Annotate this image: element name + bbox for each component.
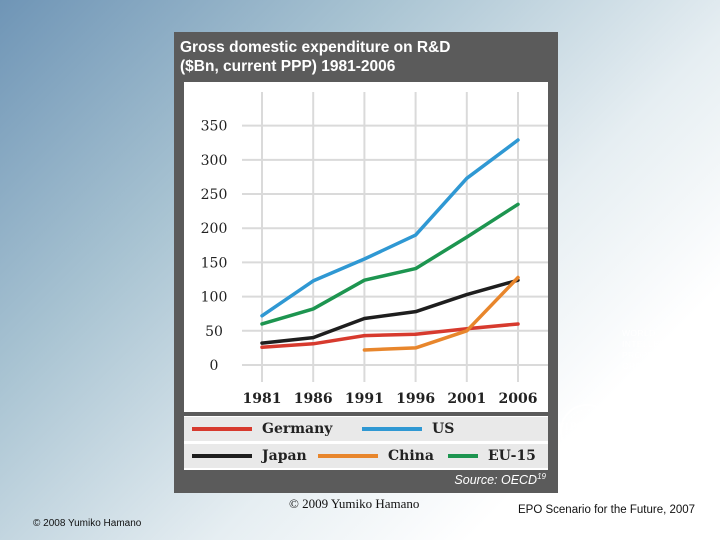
wipo-fr-line: Mondiale	[622, 415, 670, 425]
legend: Germany US Japan China EU-15	[184, 416, 548, 470]
x-tick-label: 1986	[294, 391, 333, 407]
wipo-es-line: Organización	[622, 462, 693, 472]
legend-item-japan: Japan	[192, 444, 307, 468]
wipo-fr-line: de la Propriété	[622, 426, 704, 436]
legend-label-germany: Germany	[262, 421, 333, 437]
y-tick-label: 100	[201, 290, 228, 306]
legend-label-eu15: EU-15	[488, 448, 536, 464]
legend-item-us: US	[362, 417, 454, 441]
wipo-en-line: Intellectual	[622, 339, 690, 349]
y-tick-label: 350	[201, 119, 228, 135]
source-ref: 19	[537, 472, 546, 481]
x-tick-label: 2006	[499, 391, 538, 407]
legend-label-china: China	[388, 448, 434, 464]
series-line-us	[260, 138, 520, 318]
legend-label-us: US	[432, 421, 455, 437]
plot-area: 350 300 250 200 150 100 50 0 1981 1986 1991 1996 20…	[184, 82, 548, 412]
legend-item-germany: Germany	[192, 417, 332, 441]
y-tick-label: 200	[201, 221, 228, 237]
wipo-logo-icon: WIPO OMPI	[558, 404, 616, 458]
x-tick-label: 1991	[345, 391, 384, 407]
legend-swatch-us	[362, 427, 422, 431]
wipo-logo-text: WIPO OMPI	[558, 422, 616, 433]
legend-item-eu15: EU-15	[448, 444, 536, 468]
y-tick-label: 50	[205, 324, 223, 340]
chart-title: Gross domestic expenditure on R&D ($Bn, …	[180, 38, 450, 76]
x-tick-label: 1981	[243, 391, 282, 407]
wipo-en-line: Property	[622, 350, 672, 360]
wipo-en-line: World	[622, 328, 656, 338]
series-line-china	[362, 275, 520, 352]
legend-label-japan: Japan	[262, 448, 307, 464]
x-axis-ticks: 1981 1986 1991 1996 2001 2006	[243, 391, 538, 407]
y-tick-label: 150	[201, 255, 228, 271]
wipo-fr-line: Intellectuelle	[622, 437, 701, 447]
legend-swatch-japan	[192, 454, 252, 458]
wipo-fr-line: Organisation	[622, 404, 692, 414]
legend-row: Germany US	[184, 417, 548, 441]
wipo-divider	[622, 398, 688, 399]
chart-title-line1: Gross domestic expenditure on R&D	[180, 39, 451, 56]
legend-swatch-eu15	[448, 454, 478, 458]
wipo-es-line: Mundial	[622, 473, 664, 483]
series-line-germany	[260, 322, 520, 349]
legend-swatch-china	[318, 454, 378, 458]
source-note: Source: OECD19	[454, 472, 546, 487]
wipo-divider	[622, 456, 688, 457]
x-tick-label: 2001	[447, 391, 486, 407]
chart-title-line2: ($Bn, current PPP) 1981-2006	[180, 58, 396, 75]
wipo-english: World Intellectual Property Organization	[622, 328, 691, 372]
series-line-eu15	[260, 202, 520, 326]
series-line-japan	[260, 278, 520, 345]
x-tick-label: 1996	[396, 391, 435, 407]
center-copyright: © 2009 Yumiko Hamano	[289, 496, 420, 511]
wipo-spanish: Organización Mundial de la Propiedad	[622, 462, 705, 495]
epo-caption: EPO Scenario for the Future, 2007	[518, 504, 696, 516]
legend-item-china: China	[318, 444, 434, 468]
chart-panel: Gross domestic expenditure on R&D ($Bn, …	[174, 32, 558, 493]
legend-row: Japan China EU-15	[184, 444, 548, 468]
wipo-french: Organisation Mondiale de la Propriété In…	[622, 404, 704, 448]
legend-swatch-germany	[192, 427, 252, 431]
left-copyright: © 2008 Yumiko Hamano	[33, 518, 142, 529]
wipo-en-line: Organization	[622, 361, 691, 371]
source-label: Source: OECD	[454, 473, 538, 488]
y-tick-label: 250	[201, 187, 228, 203]
y-tick-label: 0	[210, 358, 219, 374]
series-lines	[260, 138, 520, 352]
wipo-es-line: de la Propiedad	[622, 484, 705, 494]
y-axis-ticks: 350 300 250 200 150 100 50 0	[201, 119, 228, 374]
line-chart: 350 300 250 200 150 100 50 0 1981 1986 1991 1996 20…	[201, 92, 548, 407]
gridlines	[242, 92, 548, 382]
y-tick-label: 300	[201, 153, 228, 169]
